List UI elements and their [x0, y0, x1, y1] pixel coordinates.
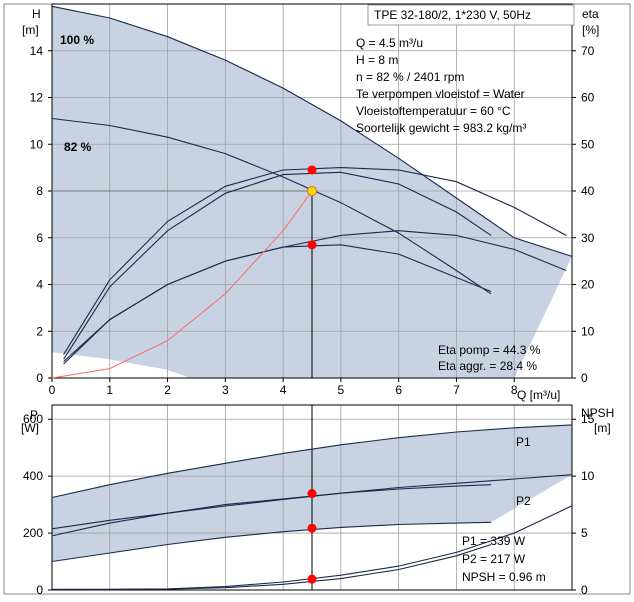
- power-curve: [51, 424, 573, 499]
- y-tick-label-left: 4: [36, 278, 43, 292]
- y-tick-label-right: 50: [581, 137, 595, 151]
- power-curve: [51, 484, 492, 537]
- op-marker: [307, 165, 317, 175]
- y-tick-label-left: 12: [30, 91, 44, 105]
- x-tick-label: 3: [222, 383, 229, 397]
- y-tick-label-right: 15: [581, 412, 595, 426]
- y-label-eta: eta: [582, 7, 599, 21]
- y-unit-w: [W]: [21, 421, 39, 435]
- y-tick-label-left: 8: [36, 184, 43, 198]
- x-tick-label: 8: [511, 383, 518, 397]
- npsh-text: NPSH = 0.96 m: [462, 570, 546, 584]
- y-tick-label-left: 0: [36, 583, 43, 597]
- x-tick-label: 7: [453, 383, 460, 397]
- info-h: H = 8 m: [356, 53, 398, 67]
- power-npsh-plot: 0 200 400 600 0 5 10 15: [23, 404, 595, 597]
- y-tick-label-left: 10: [30, 137, 44, 151]
- power-curve: [51, 521, 492, 563]
- p2-text: P2 = 217 W: [462, 552, 526, 566]
- y-tick-label-left: 0: [36, 371, 43, 385]
- y-label-npsh: NPSH: [581, 406, 614, 420]
- curve-label-100: 100 %: [60, 33, 94, 47]
- op-marker: [307, 523, 317, 533]
- chart-title: TPE 32-180/2, 1*230 V, 50Hz: [374, 8, 531, 22]
- y-tick-label-right: 20: [581, 278, 595, 292]
- y-label-p: P: [30, 408, 38, 422]
- info-fluid: Te verpompen vloeistof = Water: [356, 87, 525, 101]
- head-curve: [51, 5, 573, 257]
- x-axis-label: Q [m³/u]: [517, 388, 560, 402]
- head-curve: [51, 117, 492, 295]
- npsh-curve: [52, 543, 492, 590]
- y-tick-label-left: 400: [23, 469, 43, 483]
- y-tick-label-left: 200: [23, 526, 43, 540]
- y-tick-label-right: 40: [581, 184, 595, 198]
- efficiency-curve: [63, 171, 492, 360]
- op-marker: [307, 240, 317, 250]
- info-temp: Vloeistoftemperatuur = 60 °C: [356, 104, 511, 118]
- title-box: [367, 4, 575, 26]
- y-unit-npsh-m: [m]: [594, 421, 611, 435]
- x-tick-label: 0: [49, 383, 56, 397]
- x-tick-label: 5: [338, 383, 345, 397]
- y-tick-label-right: 5: [581, 526, 588, 540]
- op-marker: [307, 186, 317, 196]
- x-tick-label: 6: [395, 383, 402, 397]
- system-curve: [51, 190, 313, 379]
- x-tick-label: 2: [164, 383, 171, 397]
- op-marker: [307, 574, 317, 584]
- eta-aggr-text: Eta aggr. = 28.4 %: [438, 359, 537, 373]
- y-tick-label-right: 10: [581, 469, 595, 483]
- y-tick-label-left: 6: [36, 231, 43, 245]
- op-marker: [307, 489, 317, 499]
- y-tick-label-left: 600: [23, 412, 43, 426]
- info-n: n = 82 % / 2401 rpm: [356, 70, 464, 84]
- info-density: Soortelijk gewicht = 983.2 kg/m³: [356, 121, 526, 135]
- x-tick-label: 4: [280, 383, 287, 397]
- efficiency-curve: [63, 244, 492, 365]
- y-tick-label-right: 10: [581, 324, 595, 338]
- curve-label-p2: P2: [516, 494, 531, 508]
- y-tick-label-right: 60: [581, 91, 595, 105]
- x-tick-label: 1: [106, 383, 113, 397]
- y-tick-label-right: 70: [581, 44, 595, 58]
- curve-label-p1: P1: [516, 435, 531, 449]
- y-unit-percent: [%]: [582, 23, 599, 37]
- y-unit-m: [m]: [22, 23, 39, 37]
- info-q: Q = 4.5 m³/u: [356, 36, 423, 50]
- y-tick-label-right: 0: [581, 583, 588, 597]
- y-tick-label-left: 14: [30, 44, 44, 58]
- y-tick-label-left: 2: [36, 324, 43, 338]
- y-label-h: H: [32, 7, 41, 21]
- p1-text: P1 = 339 W: [462, 534, 526, 548]
- chart-texts: H [m] eta [%] TPE 32-180/2, 1*230 V, 50H…: [21, 7, 614, 584]
- curve-label-82: 82 %: [64, 140, 92, 154]
- eta-pomp-text: Eta pomp = 44.3 %: [438, 343, 541, 357]
- y-tick-label-right: 30: [581, 231, 595, 245]
- y-tick-label-right: 0: [581, 371, 588, 385]
